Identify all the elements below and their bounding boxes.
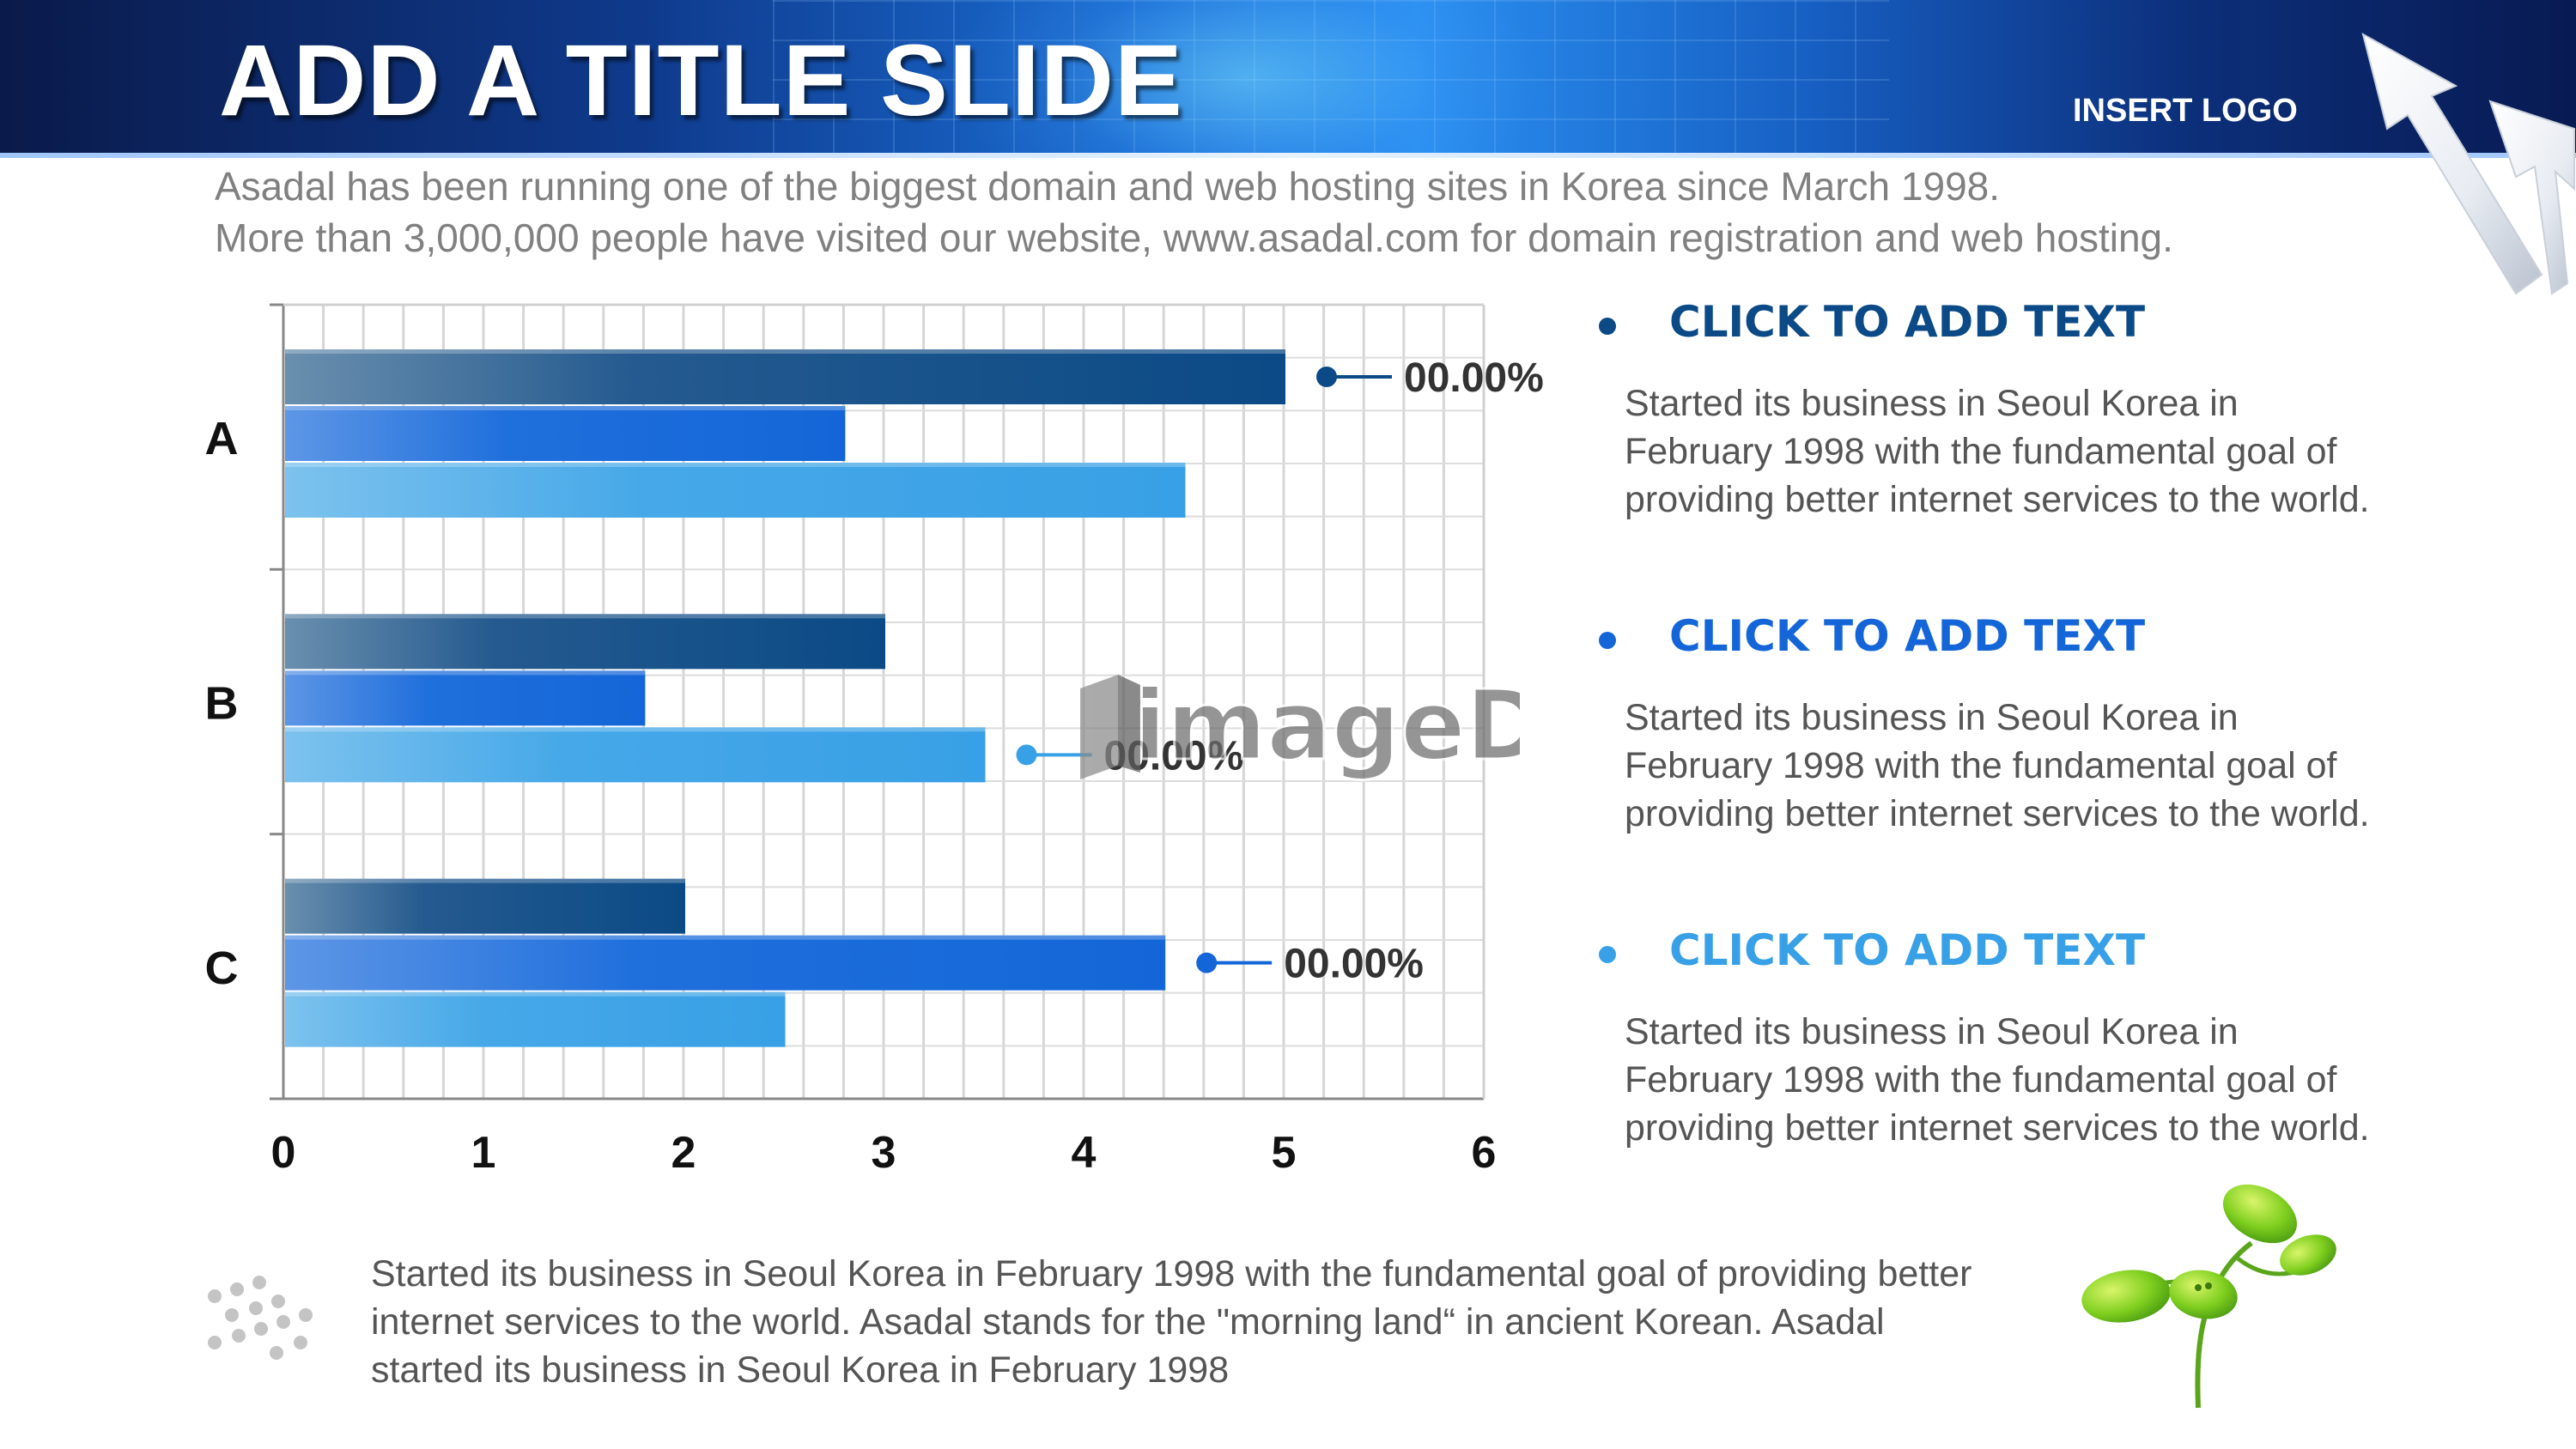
footer-text[interactable]: Started its business in Seoul Korea in F… [371, 1253, 1972, 1391]
x-tick-label: 3 [872, 1128, 896, 1178]
glow-decoration [945, 0, 1546, 158]
bar-highlight [285, 727, 986, 732]
bar-B-series-1 [285, 614, 885, 670]
category-label-A: A [205, 413, 239, 464]
x-tick-label: 1 [471, 1128, 496, 1178]
bullet-body-2[interactable]: Started its business in Seoul Korea in F… [1625, 697, 2370, 834]
x-tick-label: 2 [671, 1128, 696, 1178]
bar-highlight [285, 670, 646, 676]
bar-highlight [285, 614, 885, 619]
callout-label-C: 00.00% [1284, 942, 1424, 987]
intro-line-1[interactable]: Asadal has been running one of the bigge… [215, 164, 2001, 209]
slide-title[interactable]: ADD A TITLE SLIDE [219, 24, 1183, 137]
intro-line-2[interactable]: More than 3,000,000 people have visited … [215, 215, 2173, 260]
bar-A-series-3 [285, 463, 1186, 518]
bar-C-series-1 [285, 878, 685, 934]
chart-axes [270, 303, 1485, 1100]
bar-highlight [285, 935, 1166, 940]
callout-label-A: 00.00% [1404, 355, 1544, 401]
x-tick-label: 5 [1272, 1128, 1297, 1178]
x-tick-label: 0 [271, 1128, 296, 1178]
bullet-dot-icon [1599, 632, 1616, 649]
bar-highlight [285, 991, 786, 997]
bar-B-series-2 [285, 670, 646, 726]
bullet-dot-icon [1599, 318, 1616, 335]
logo-placeholder[interactable]: INSERT LOGO [2073, 93, 2298, 129]
bullet-dot-icon [1599, 946, 1616, 963]
bar-B-series-3 [285, 727, 986, 783]
bullet-body-1[interactable]: Started its business in Seoul Korea in F… [1625, 383, 2370, 520]
bar-highlight [285, 463, 1186, 467]
header-divider [0, 153, 2576, 158]
chart-labels: A B C 0 1 2 3 4 5 6 [205, 413, 1497, 1178]
bullet-body-3[interactable]: Started its business in Seoul Korea in F… [1625, 1011, 2370, 1149]
watermark-text: imageDJ [1133, 670, 1520, 782]
bullet-heading-2[interactable]: CLICK TO ADD TEXT [1669, 611, 2146, 661]
x-tick-label: 6 [1472, 1128, 1497, 1178]
chart-bars [285, 349, 1285, 1047]
bar-A-series-2 [285, 406, 846, 461]
sprout-icon [2081, 1184, 2336, 1409]
bar-C-series-3 [285, 991, 786, 1047]
bullet-heading-1[interactable]: CLICK TO ADD TEXT [1669, 297, 2146, 347]
arrows-up-right-icon [2361, 32, 2575, 295]
bullet-heading-3[interactable]: CLICK TO ADD TEXT [1669, 925, 2146, 975]
category-label-B: B [205, 678, 239, 730]
x-tick-label: 4 [1072, 1128, 1097, 1178]
bar-highlight [285, 878, 685, 883]
bar-A-series-1 [285, 349, 1285, 404]
bar-highlight [285, 406, 846, 410]
bar-C-series-2 [285, 935, 1166, 991]
header-banner: ADD A TITLE SLIDE INSERT LOGO [0, 0, 2576, 158]
watermark: imageDJ [1080, 670, 1520, 784]
category-label-C: C [205, 943, 239, 994]
dots-pattern-icon [208, 1276, 313, 1360]
bar-highlight [285, 349, 1285, 354]
